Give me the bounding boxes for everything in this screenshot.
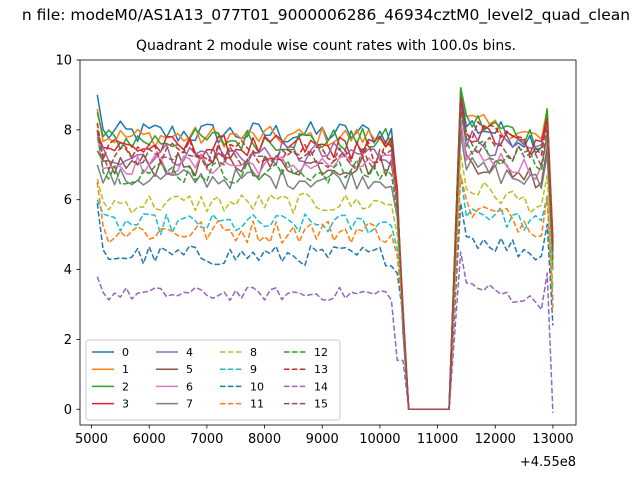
series-line-13 <box>96 97 554 411</box>
legend-label-12: 12 <box>314 346 328 359</box>
legend-label-13: 13 <box>314 363 328 376</box>
series-line-9 <box>96 174 554 411</box>
legend-label-14: 14 <box>314 380 328 393</box>
legend-label-11: 11 <box>250 398 264 411</box>
axes-frame <box>79 59 577 426</box>
y-tick-label: 10 <box>55 54 72 69</box>
legend-label-3: 3 <box>122 398 129 411</box>
x-tick-label: 8000 <box>248 432 281 447</box>
series-line-14 <box>96 251 554 413</box>
x-tick-label: 11000 <box>417 432 458 447</box>
x-tick-label: 7000 <box>190 432 223 447</box>
legend-label-9: 9 <box>250 363 257 376</box>
x-tick-label: 5000 <box>75 432 108 447</box>
series-line-7 <box>96 132 554 411</box>
series-line-11 <box>96 174 554 411</box>
x-tick-label: 10000 <box>359 432 400 447</box>
plot-area <box>96 87 554 413</box>
x-axis: 5000 6000 7000 8000 9000 10000 11000 12000 13000 <box>75 425 574 447</box>
legend-box <box>85 339 341 421</box>
y-tick-label: 2 <box>64 333 72 348</box>
y-tick-label: 4 <box>64 263 72 278</box>
x-offset-label: +4.55e8 <box>520 455 576 470</box>
series-line-10 <box>96 202 554 411</box>
y-tick-label: 8 <box>64 123 72 138</box>
x-tick-label: 9000 <box>306 432 339 447</box>
legend-label-8: 8 <box>250 346 257 359</box>
legend-label-0: 0 <box>122 346 129 359</box>
y-tick-label: 0 <box>64 403 72 418</box>
legend-label-5: 5 <box>186 363 193 376</box>
series-line-2 <box>96 87 554 411</box>
x-tick-label: 6000 <box>133 432 166 447</box>
x-tick-label: 12000 <box>475 432 516 447</box>
legend-label-6: 6 <box>186 380 193 393</box>
legend-label-2: 2 <box>122 380 129 393</box>
legend-label-7: 7 <box>186 398 193 411</box>
series-line-3 <box>96 97 554 411</box>
y-tick-label: 6 <box>64 193 72 208</box>
chart-suptitle: n file: modeM0/AS1A13_077T01_9000006286_… <box>22 6 630 25</box>
axes-border <box>79 59 577 426</box>
series-line-15 <box>96 108 554 411</box>
chart-title: Quadrant 2 module wise count rates with … <box>136 38 516 54</box>
legend-label-10: 10 <box>250 380 264 393</box>
x-tick-label: 13000 <box>532 432 573 447</box>
legend-label-4: 4 <box>186 346 193 359</box>
legend-label-1: 1 <box>122 363 129 376</box>
y-axis: 0 2 4 6 8 10 <box>55 54 80 418</box>
series-line-4 <box>96 104 554 411</box>
legend-label-15: 15 <box>314 398 328 411</box>
